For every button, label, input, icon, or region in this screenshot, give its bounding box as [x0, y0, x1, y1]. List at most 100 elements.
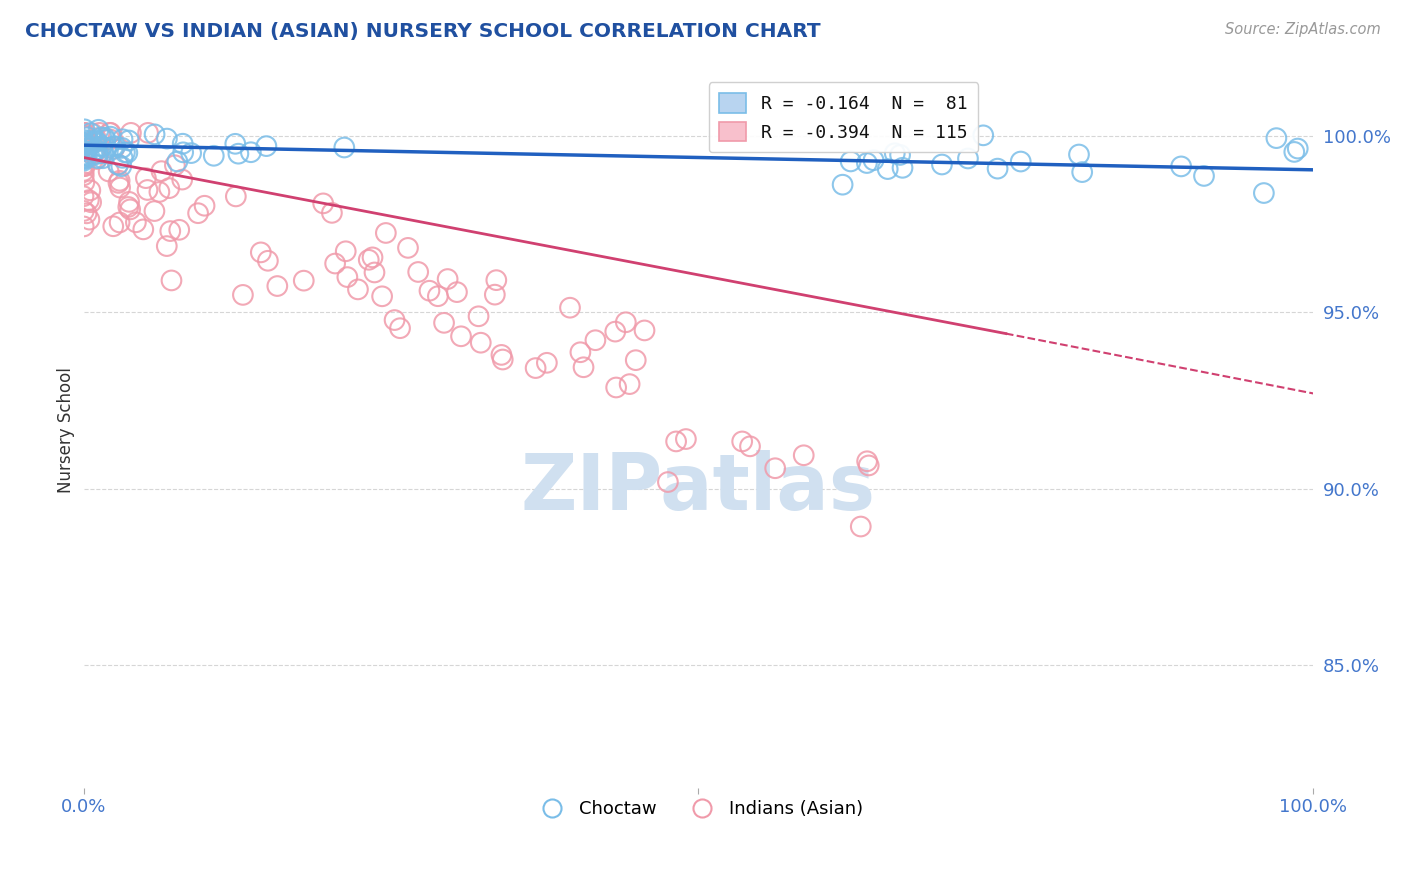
Point: [619, 377, 641, 392]
Point: [232, 288, 254, 302]
Point: [84, 133, 107, 147]
Point: [118, 194, 141, 209]
Point: [172, 136, 194, 151]
Point: [793, 448, 815, 462]
Point: [108, 180, 131, 194]
Point: [73, 139, 96, 153]
Point: [374, 226, 396, 240]
Point: [891, 161, 914, 175]
Point: [312, 196, 335, 211]
Point: [86, 146, 108, 161]
Point: [76, 142, 98, 156]
Point: [73, 219, 96, 234]
Point: [396, 241, 419, 255]
Point: [87, 122, 110, 136]
Point: [406, 265, 429, 279]
Point: [323, 256, 346, 270]
Point: [111, 132, 134, 146]
Point: [150, 164, 173, 178]
Point: [371, 289, 394, 303]
Point: [83, 145, 105, 159]
Point: [73, 164, 96, 178]
Point: [172, 172, 194, 186]
Point: [193, 199, 215, 213]
Point: [862, 153, 884, 168]
Point: [103, 219, 125, 234]
Point: [224, 136, 246, 151]
Point: [84, 143, 107, 157]
Point: [100, 129, 122, 144]
Point: [931, 157, 953, 171]
Point: [98, 132, 121, 146]
Point: [108, 215, 131, 229]
Point: [87, 146, 110, 161]
Point: [731, 434, 754, 449]
Point: [107, 176, 129, 190]
Point: [292, 274, 315, 288]
Point: [84, 145, 107, 160]
Point: [73, 128, 96, 143]
Point: [202, 149, 225, 163]
Point: [1286, 142, 1309, 156]
Point: [333, 140, 356, 154]
Point: [624, 353, 647, 368]
Point: [156, 239, 179, 253]
Point: [347, 282, 370, 296]
Point: [856, 454, 879, 468]
Point: [72, 157, 94, 171]
Point: [111, 141, 134, 155]
Point: [738, 439, 761, 453]
Point: [72, 138, 94, 153]
Point: [572, 360, 595, 375]
Point: [467, 310, 489, 324]
Point: [76, 142, 98, 156]
Point: [72, 152, 94, 166]
Point: [73, 203, 96, 218]
Point: [225, 189, 247, 203]
Point: [86, 152, 108, 166]
Point: [79, 212, 101, 227]
Point: [73, 133, 96, 147]
Point: [156, 131, 179, 145]
Point: [254, 139, 277, 153]
Point: [143, 204, 166, 219]
Point: [103, 139, 125, 153]
Point: [956, 152, 979, 166]
Point: [73, 126, 96, 140]
Point: [72, 136, 94, 150]
Point: [94, 130, 117, 145]
Point: [107, 158, 129, 172]
Point: [335, 244, 357, 259]
Point: [73, 159, 96, 173]
Point: [73, 148, 96, 162]
Point: [96, 141, 118, 155]
Point: [167, 223, 190, 237]
Text: CHOCTAW VS INDIAN (ASIAN) NURSERY SCHOOL CORRELATION CHART: CHOCTAW VS INDIAN (ASIAN) NURSERY SCHOOL…: [25, 22, 821, 41]
Point: [72, 147, 94, 161]
Point: [157, 181, 180, 195]
Point: [876, 162, 898, 177]
Point: [91, 151, 114, 165]
Point: [135, 171, 157, 186]
Point: [389, 321, 412, 335]
Point: [86, 151, 108, 165]
Point: [76, 206, 98, 220]
Point: [93, 146, 115, 161]
Y-axis label: Nursery School: Nursery School: [58, 368, 75, 493]
Point: [72, 137, 94, 152]
Point: [492, 352, 515, 367]
Point: [76, 149, 98, 163]
Point: [73, 122, 96, 136]
Point: [104, 139, 127, 153]
Point: [172, 145, 194, 160]
Point: [80, 195, 103, 210]
Point: [605, 325, 627, 339]
Point: [239, 145, 262, 160]
Point: [418, 284, 440, 298]
Point: [73, 144, 96, 158]
Point: [569, 345, 592, 359]
Point: [321, 206, 343, 220]
Point: [89, 126, 111, 140]
Point: [614, 315, 637, 329]
Point: [858, 458, 880, 473]
